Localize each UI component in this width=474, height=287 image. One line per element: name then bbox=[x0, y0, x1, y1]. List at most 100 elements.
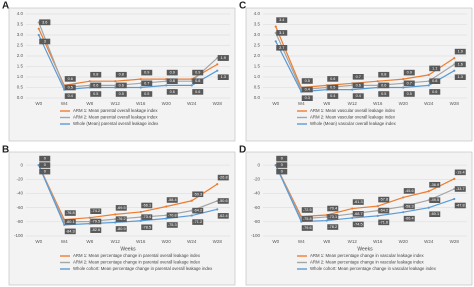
x-tick-label: W20 bbox=[162, 239, 172, 244]
data-label: -73.4 bbox=[142, 215, 151, 219]
data-label: -74.5 bbox=[354, 222, 363, 226]
data-label-box bbox=[90, 227, 102, 233]
data-label-box bbox=[403, 91, 415, 97]
data-label-box bbox=[378, 196, 390, 203]
legend-label: ARM 1: Mean percentage change in parenta… bbox=[73, 253, 201, 258]
data-point bbox=[139, 219, 142, 222]
panel-label: D bbox=[239, 145, 246, 156]
data-label: -72.5 bbox=[303, 208, 312, 212]
data-point bbox=[453, 57, 456, 60]
data-point bbox=[114, 80, 117, 83]
data-label: -73.1 bbox=[328, 215, 337, 219]
data-label-box bbox=[327, 93, 339, 99]
data-label-box bbox=[141, 69, 153, 76]
data-label: -47.8 bbox=[456, 203, 465, 207]
data-label: 0.8 bbox=[381, 73, 386, 77]
data-label: 0.5 bbox=[144, 92, 149, 96]
data-point bbox=[190, 214, 193, 217]
x-tick-label: W4 bbox=[298, 101, 305, 106]
data-label: 3.1 bbox=[279, 31, 284, 35]
data-label: 0.8 bbox=[119, 73, 124, 77]
data-label-box bbox=[64, 76, 76, 82]
data-label-box bbox=[454, 186, 466, 192]
data-point bbox=[427, 206, 430, 209]
data-label: -76.2 bbox=[117, 217, 126, 221]
data-label-box bbox=[141, 202, 153, 209]
data-label: 0.5 bbox=[381, 92, 386, 96]
y-tick-label: 3.0 bbox=[17, 32, 24, 37]
data-label-box bbox=[276, 30, 288, 36]
x-tick-label: W24 bbox=[187, 101, 197, 106]
legend-label: Whole cohort: Mean percentage change in … bbox=[310, 266, 437, 271]
data-label: -75.3 bbox=[168, 223, 177, 227]
data-label: -80.9 bbox=[117, 227, 126, 231]
data-label: -64.2 bbox=[193, 209, 202, 213]
x-tick-label: W20 bbox=[399, 101, 409, 106]
data-label: -78.2 bbox=[328, 225, 337, 229]
legend-label: ARM 1: Mean parental overall leakage ind… bbox=[73, 108, 158, 113]
y-tick-label: -100 bbox=[14, 233, 24, 238]
data-label: -79.6 bbox=[303, 226, 312, 230]
data-label: -71.6 bbox=[379, 220, 388, 224]
y-tick-label: 0.5 bbox=[17, 85, 24, 90]
data-label: -62.4 bbox=[219, 214, 228, 218]
data-label: 0.4 bbox=[68, 94, 73, 98]
data-label-box bbox=[454, 169, 466, 176]
data-label-box bbox=[64, 84, 76, 91]
data-label-box bbox=[403, 203, 415, 210]
data-label: 1.6 bbox=[458, 62, 463, 66]
data-label-box bbox=[141, 224, 153, 231]
y-tick-label: 1.0 bbox=[17, 74, 24, 79]
data-label-box bbox=[429, 65, 441, 72]
data-point bbox=[139, 86, 142, 89]
data-label: 0.5 bbox=[407, 92, 412, 96]
y-tick-label: -80 bbox=[253, 219, 260, 224]
data-label: 0.5 bbox=[93, 92, 98, 96]
y-tick-label: -80 bbox=[16, 219, 23, 224]
x-tick-label: W0 bbox=[35, 239, 42, 244]
data-label-box bbox=[141, 214, 153, 220]
data-label: -58.3 bbox=[405, 204, 414, 208]
y-tick-label: 0.0 bbox=[17, 95, 24, 100]
x-tick-label: W28 bbox=[450, 101, 460, 106]
data-label: -50.3 bbox=[193, 192, 202, 196]
x-tick-label: W24 bbox=[187, 239, 197, 244]
data-label-box bbox=[429, 211, 441, 218]
data-label: 0.5 bbox=[68, 86, 73, 90]
data-label-box bbox=[217, 55, 229, 61]
data-label: 0.8 bbox=[93, 73, 98, 77]
data-point bbox=[139, 78, 142, 81]
data-point bbox=[453, 177, 456, 180]
data-point bbox=[427, 190, 430, 193]
data-label-box bbox=[39, 19, 51, 26]
data-label-box bbox=[327, 76, 339, 82]
data-label: -58.4 bbox=[168, 198, 177, 202]
data-label: 0.5 bbox=[119, 92, 124, 96]
data-point bbox=[216, 208, 219, 211]
panel-label: C bbox=[239, 1, 246, 12]
y-tick-label: 4.0 bbox=[254, 11, 261, 16]
data-label-box bbox=[403, 69, 415, 76]
data-label-box bbox=[301, 78, 313, 84]
data-label-box bbox=[115, 91, 127, 97]
data-point bbox=[453, 69, 456, 72]
data-label: -57.8 bbox=[379, 198, 388, 202]
data-label: 3.4 bbox=[279, 18, 284, 22]
data-label-box bbox=[166, 212, 178, 219]
x-tick-label: W4 bbox=[61, 239, 68, 244]
x-tick-label: W12 bbox=[111, 239, 121, 244]
data-label-box bbox=[378, 219, 390, 226]
data-label-box bbox=[327, 224, 339, 230]
y-tick-label: 3.5 bbox=[17, 22, 24, 27]
y-tick-label: 0 bbox=[20, 162, 23, 167]
panel-label: A bbox=[2, 1, 9, 12]
data-label: -70.8 bbox=[168, 213, 177, 217]
data-label: 0.4 bbox=[330, 94, 335, 98]
data-label: 1.3 bbox=[458, 75, 463, 79]
data-label-box bbox=[192, 191, 204, 198]
data-label: -61.3 bbox=[354, 200, 363, 204]
data-label: -80.1 bbox=[66, 220, 75, 224]
data-label: 0.7 bbox=[356, 75, 361, 79]
data-label-box bbox=[166, 78, 178, 84]
data-label-box bbox=[403, 80, 415, 87]
